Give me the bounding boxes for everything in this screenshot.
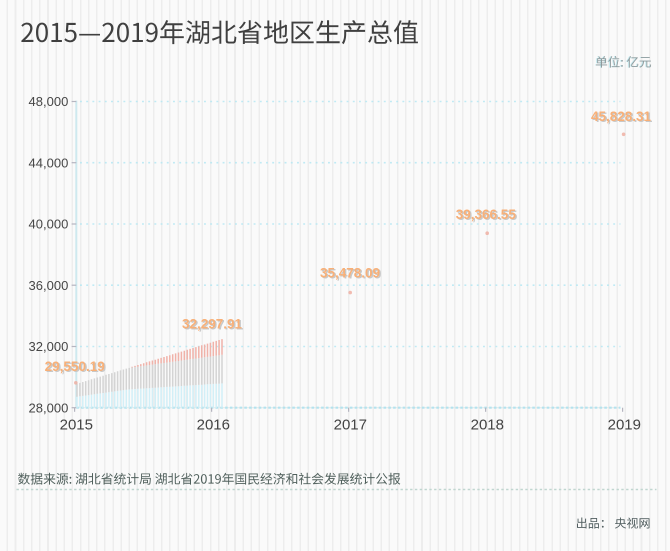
svg-text:29,550.19: 29,550.19 [46,360,106,375]
svg-text:35,478.09: 35,478.09 [320,266,380,281]
svg-text:2015: 2015 [60,416,93,433]
svg-text:35,478.09: 35,478.09 [321,267,381,282]
svg-text:48,000: 48,000 [29,94,69,109]
svg-text:2019: 2019 [608,416,641,433]
svg-text:39,366.55: 39,366.55 [457,208,518,223]
svg-text:40,000: 40,000 [29,217,69,232]
svg-text:32,000: 32,000 [29,339,69,354]
svg-text:44,000: 44,000 [29,155,69,170]
svg-text:2017: 2017 [334,416,367,433]
svg-text:45,828.31: 45,828.31 [591,109,652,124]
svg-text:2018: 2018 [471,416,504,433]
svg-text:32,297.91: 32,297.91 [183,317,244,332]
svg-text:39,366.55: 39,366.55 [456,207,517,222]
svg-text:2016: 2016 [197,416,230,433]
svg-text:29,550.19: 29,550.19 [45,359,105,374]
svg-text:32,297.91: 32,297.91 [182,316,243,331]
svg-text:45,828.31: 45,828.31 [592,110,653,125]
svg-text:28,000: 28,000 [29,400,69,415]
svg-text:36,000: 36,000 [29,278,69,293]
